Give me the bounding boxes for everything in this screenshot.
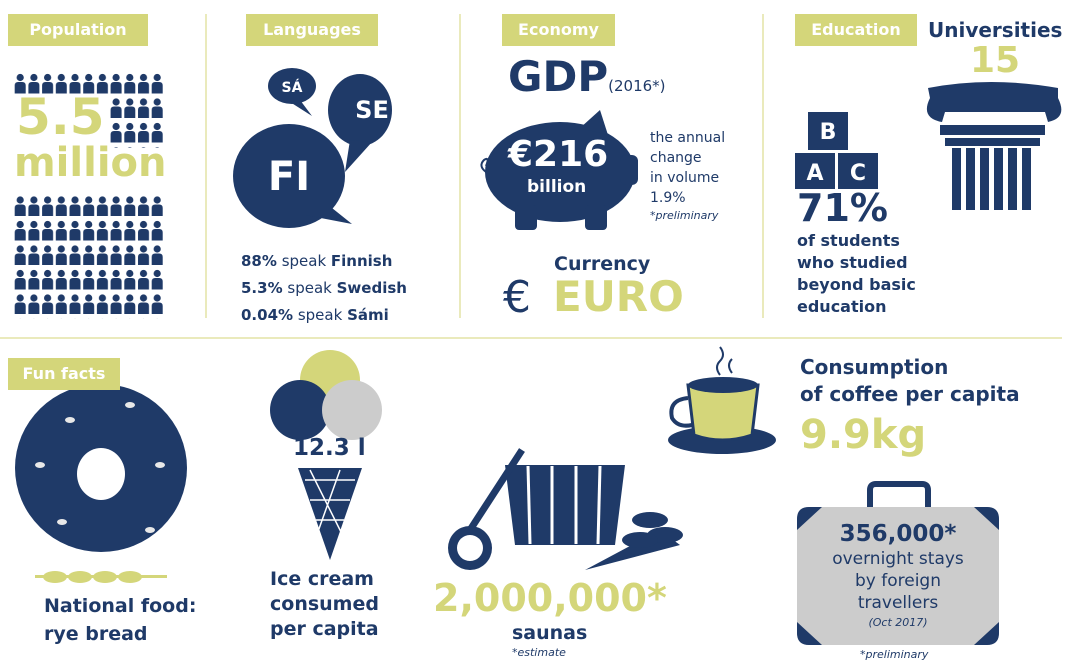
text-line: rye bread — [44, 620, 196, 648]
gdp-value: €216 — [508, 134, 608, 175]
ice-cream-value: 12.3 l — [293, 435, 366, 461]
language-line: 88% speak Finnish — [241, 248, 407, 275]
section-label: Economy — [502, 14, 615, 46]
text-line: Ice cream — [270, 567, 379, 592]
stays-text: 356,000* overnight stays by foreign trav… — [797, 520, 999, 632]
coffee-cup — [668, 347, 776, 454]
population-value: 5.5 — [16, 88, 105, 146]
text-line: National food: — [44, 592, 196, 620]
currency: EURO — [553, 272, 684, 321]
ice-cream-text: Ice cream consumed per capita — [270, 567, 379, 642]
bubble-label: FI — [268, 154, 310, 200]
coffee-title: Consumption of coffee per capita — [800, 354, 1020, 408]
language: Finnish — [331, 252, 393, 270]
sauna-bucket — [448, 450, 683, 570]
section-label: Population — [8, 14, 148, 46]
speech-bubbles — [233, 68, 392, 228]
bagel — [15, 384, 187, 552]
education-share: 71% — [797, 186, 888, 230]
gdp-heading: GDP(2016*) — [508, 52, 666, 101]
language-list: 88% speak Finnish 5.3% speak Swedish 0.0… — [241, 248, 407, 329]
text-line: 1.9% — [650, 188, 725, 208]
saunas-label: saunas — [512, 622, 587, 644]
text-line: in volume — [650, 168, 725, 188]
text-line: who studied — [797, 252, 916, 274]
education-description: of students who studied beyond basic edu… — [797, 230, 916, 318]
text-line: consumed — [270, 592, 379, 617]
text-line: change — [650, 148, 725, 168]
language-line: 0.04% speak Sámi — [241, 302, 407, 329]
text-line: by foreign — [797, 570, 999, 592]
text-line: education — [797, 296, 916, 318]
text-line: of coffee per capita — [800, 381, 1020, 408]
gdp-change: the annual change in volume 1.9% *prelim… — [650, 128, 725, 224]
text-line: of students — [797, 230, 916, 252]
language: Swedish — [337, 279, 407, 297]
currency-symbol: € — [503, 272, 531, 323]
block-letter: C — [850, 161, 866, 186]
text-line: travellers — [797, 592, 999, 614]
universities-label: Universities — [928, 18, 1062, 42]
share: 5.3% — [241, 279, 283, 297]
gdp: GDP — [508, 52, 608, 101]
gdp-year: (2016*) — [608, 77, 665, 95]
text-line: beyond basic — [797, 274, 916, 296]
stays-value: 356,000* — [797, 520, 999, 548]
text-line: the annual — [650, 128, 725, 148]
text-line: Consumption — [800, 354, 1020, 381]
block-letter: B — [820, 120, 837, 145]
verb: speak — [282, 252, 326, 270]
stays-period: (Oct 2017) — [797, 614, 999, 632]
text-line: overnight stays — [797, 548, 999, 570]
infographic: { "population": {"label": "Population", … — [0, 0, 1067, 660]
bubble-label: SE — [355, 96, 389, 124]
gdp-unit: billion — [527, 177, 586, 197]
text-line: per capita — [270, 617, 379, 642]
saunas-value: 2,000,000* — [433, 576, 667, 620]
column-icon — [927, 82, 1061, 210]
language: Sámi — [347, 306, 389, 324]
section-label: Languages — [246, 14, 378, 46]
verb: speak — [287, 279, 331, 297]
language-line: 5.3% speak Swedish — [241, 275, 407, 302]
coffee-value: 9.9kg — [800, 412, 926, 458]
section-label: Education — [795, 14, 917, 46]
saunas-note: *estimate — [512, 646, 566, 659]
block-letter: A — [806, 161, 823, 186]
universities-value: 15 — [970, 40, 1020, 81]
note: *preliminary — [650, 208, 725, 224]
section-label: Fun facts — [8, 358, 120, 390]
share: 88% — [241, 252, 277, 270]
population-unit: million — [14, 140, 166, 186]
wheat — [35, 571, 167, 583]
share: 0.04% — [241, 306, 293, 324]
bubble-label: SÁ — [282, 79, 303, 96]
verb: speak — [298, 306, 342, 324]
food-text: National food: rye bread — [44, 592, 196, 648]
stays-note: *preliminary — [860, 648, 928, 661]
